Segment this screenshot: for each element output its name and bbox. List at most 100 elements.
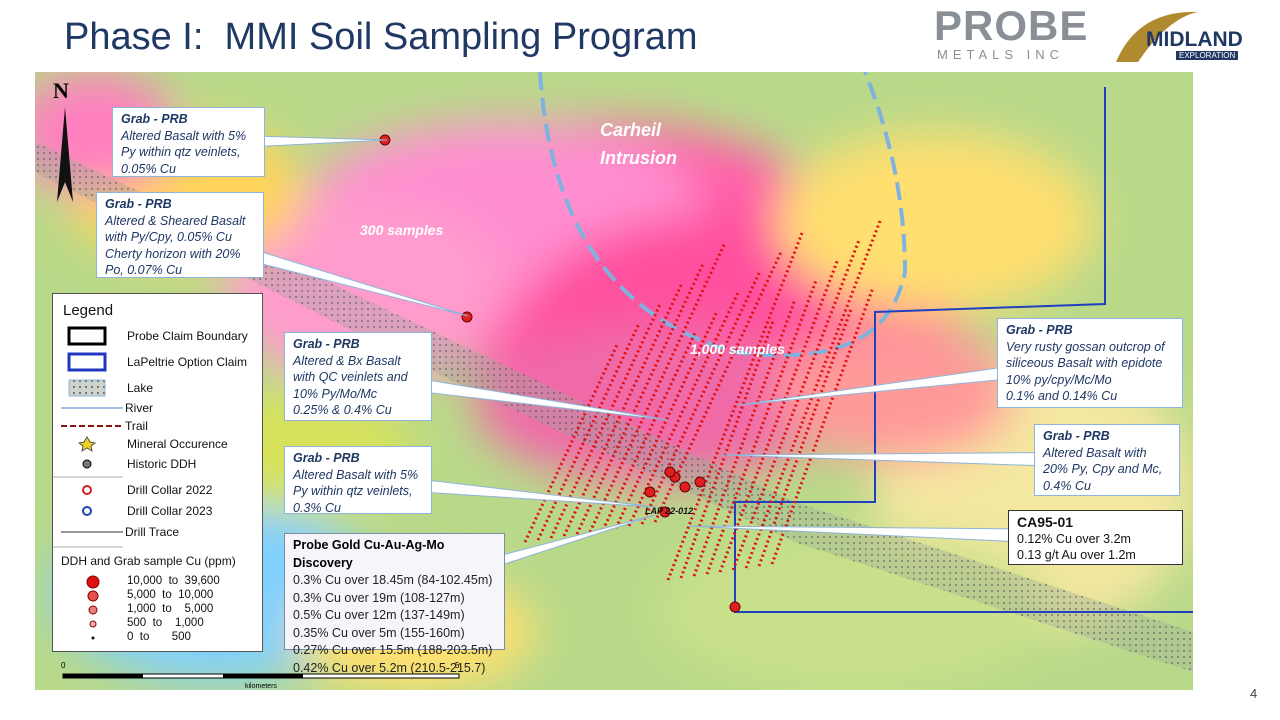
callout-line: Altered Basalt with <box>1043 445 1147 460</box>
soil-line <box>562 283 683 537</box>
legend-cu-range: 10,000 to 39,600 <box>127 575 220 587</box>
legend-cu-range: 500 to 1,000 <box>127 617 204 629</box>
probe-logo: PROBE <box>934 2 1089 49</box>
soil-line <box>640 271 761 525</box>
callout-line: 0.05% Cu <box>121 161 176 176</box>
sample-dot <box>694 476 706 488</box>
callout: Grab - PRB Altered Basalt with 5% Py withi… <box>112 107 265 177</box>
discovery-line: 0.5% Cu over 12m (137-149m) <box>293 608 465 622</box>
soil-line <box>770 287 875 565</box>
midland-logo: MIDLAND <box>1146 28 1243 51</box>
legend-symbols <box>53 326 123 640</box>
callout: Grab - PRB Altered & Bx Basalt with QC vei… <box>284 332 432 421</box>
callout-heading: Grab - PRB <box>293 451 360 465</box>
callout-line: 0.25% & 0.4% Cu <box>293 403 392 417</box>
scale-label: 0 <box>61 661 66 670</box>
legend-cu-range: 1,000 to 5,000 <box>127 603 214 615</box>
legend-symbol <box>82 506 92 516</box>
soil-line <box>627 291 740 527</box>
callout-heading: Grab - PRB <box>121 112 188 126</box>
legend-item: Mineral Occurence <box>127 437 228 451</box>
legend-cu-range: 0 to 500 <box>127 631 191 643</box>
legend-symbol <box>77 436 97 453</box>
legend-symbol <box>67 352 107 372</box>
legend-cu-symbol <box>91 636 95 640</box>
callout-line: Altered & Bx Basalt <box>293 353 401 368</box>
legend-title: Legend <box>63 302 114 319</box>
map-label: Intrusion <box>600 148 677 168</box>
callout-line: Po, 0.07% Cu <box>105 263 183 277</box>
soil-line <box>705 279 818 575</box>
midland-sub: EXPLORATION <box>1176 51 1239 60</box>
anomaly <box>775 132 1095 312</box>
legend-item: River <box>125 401 154 415</box>
callout-line: 0.1% and 0.14% Cu <box>1006 389 1118 403</box>
lake-band <box>35 142 1193 672</box>
callout-heading: Grab - PRB <box>1006 323 1073 337</box>
callout-line: Altered Basalt with 5% <box>121 128 247 143</box>
soil-line <box>601 331 697 531</box>
callout: Grab - PRB Altered Basalt with 5% Py withi… <box>284 446 432 515</box>
legend-item: Historic DDH <box>127 457 197 471</box>
callout: Grab - PRB Very rusty gossan outcrop of si… <box>997 318 1183 408</box>
legend-item: Lake <box>127 381 154 395</box>
sample-dot <box>729 601 741 613</box>
soil-line <box>757 307 853 567</box>
slide-title: Phase I: MMI Soil Sampling Program <box>64 16 698 58</box>
legend-item: Drill Trace <box>125 525 180 539</box>
sample-dot <box>679 481 691 493</box>
callout-line: Very rusty gossan outcrop of <box>1006 339 1165 354</box>
legend-cu-symbol <box>86 575 100 589</box>
callout-line: 10% Py/Mo/Mc <box>293 386 378 401</box>
callout-heading: Grab - PRB <box>293 337 360 351</box>
discovery-line: 0.3% Cu over 19m (108-127m) <box>293 590 465 605</box>
legend-item: Drill Collar 2023 <box>127 504 213 518</box>
callout-heading: Grab - PRB <box>105 197 172 211</box>
soil-line <box>718 259 840 573</box>
sample-dot <box>644 486 656 498</box>
scale-unit: kilometers <box>245 683 277 690</box>
legend-item: Trail <box>125 419 148 433</box>
discovery-line: 0.35% Cu over 5m (155-160m) <box>293 625 465 640</box>
legend-cu-symbol <box>87 590 99 602</box>
soil-line <box>731 239 861 571</box>
callout-line: Cherty horizon with 20% <box>105 246 241 261</box>
legend-symbol <box>67 326 107 346</box>
callout-line: siliceous Basalt with epidote <box>1006 356 1163 370</box>
callout-line: 0.3% Cu <box>293 500 341 515</box>
legend-item: Drill Collar 2022 <box>127 483 213 497</box>
soil-line <box>549 303 662 539</box>
discovery-line: 0.3% Cu over 18.45m (84-102.45m) <box>293 573 493 587</box>
legend-item: Probe Claim Boundary <box>127 329 248 343</box>
callout-heading: Grab - PRB <box>1043 429 1110 443</box>
discovery-line: 0.42% Cu over 5.2m (210.5-215.7) <box>293 660 486 675</box>
callout-line: Altered & Sheared Basalt <box>105 213 246 228</box>
probe-logo-sub: METALS INC <box>937 47 1065 62</box>
scale-label: 5 <box>455 661 460 670</box>
callout-line: Py within qtz veinlets, <box>121 145 241 159</box>
legend-symbol <box>82 459 92 469</box>
north-symbol <box>57 107 73 202</box>
soil-line <box>523 343 619 543</box>
map-label: 300 samples <box>360 222 443 238</box>
legend-symbol <box>68 379 106 397</box>
legend: Legend Probe Claim Boundary LaPeltrie Opti… <box>52 293 263 652</box>
legend-cu-symbol <box>89 620 97 628</box>
callout-line: with Py/Cpy, 0.05% Cu <box>105 230 232 244</box>
ca95-line: 0.13 g/t Au over 1.2m <box>1017 548 1136 562</box>
north-arrow: N <box>53 78 69 103</box>
sample-dot <box>664 466 676 478</box>
legend-cu-symbol <box>88 605 98 615</box>
callout-line: 10% py/cpy/Mc/Mo <box>1006 372 1112 387</box>
callout: Grab - PRB Altered Basalt with 20% Py, Cpy… <box>1034 424 1180 496</box>
ca95-box: CA95-01 0.12% Cu over 3.2m 0.13 g/t Au ove… <box>1008 510 1183 565</box>
legend-symbol <box>82 485 92 495</box>
scale-bar <box>63 674 143 678</box>
sample-dot <box>659 506 671 518</box>
midland-swoosh <box>1116 11 1198 62</box>
callout-line: with QC veinlets and <box>293 370 408 384</box>
soil-line <box>679 319 775 579</box>
callout-line: 0.4% Cu <box>1043 478 1091 493</box>
discovery-title: Probe Gold Cu-Au-Ag-Mo Discovery <box>293 538 445 570</box>
